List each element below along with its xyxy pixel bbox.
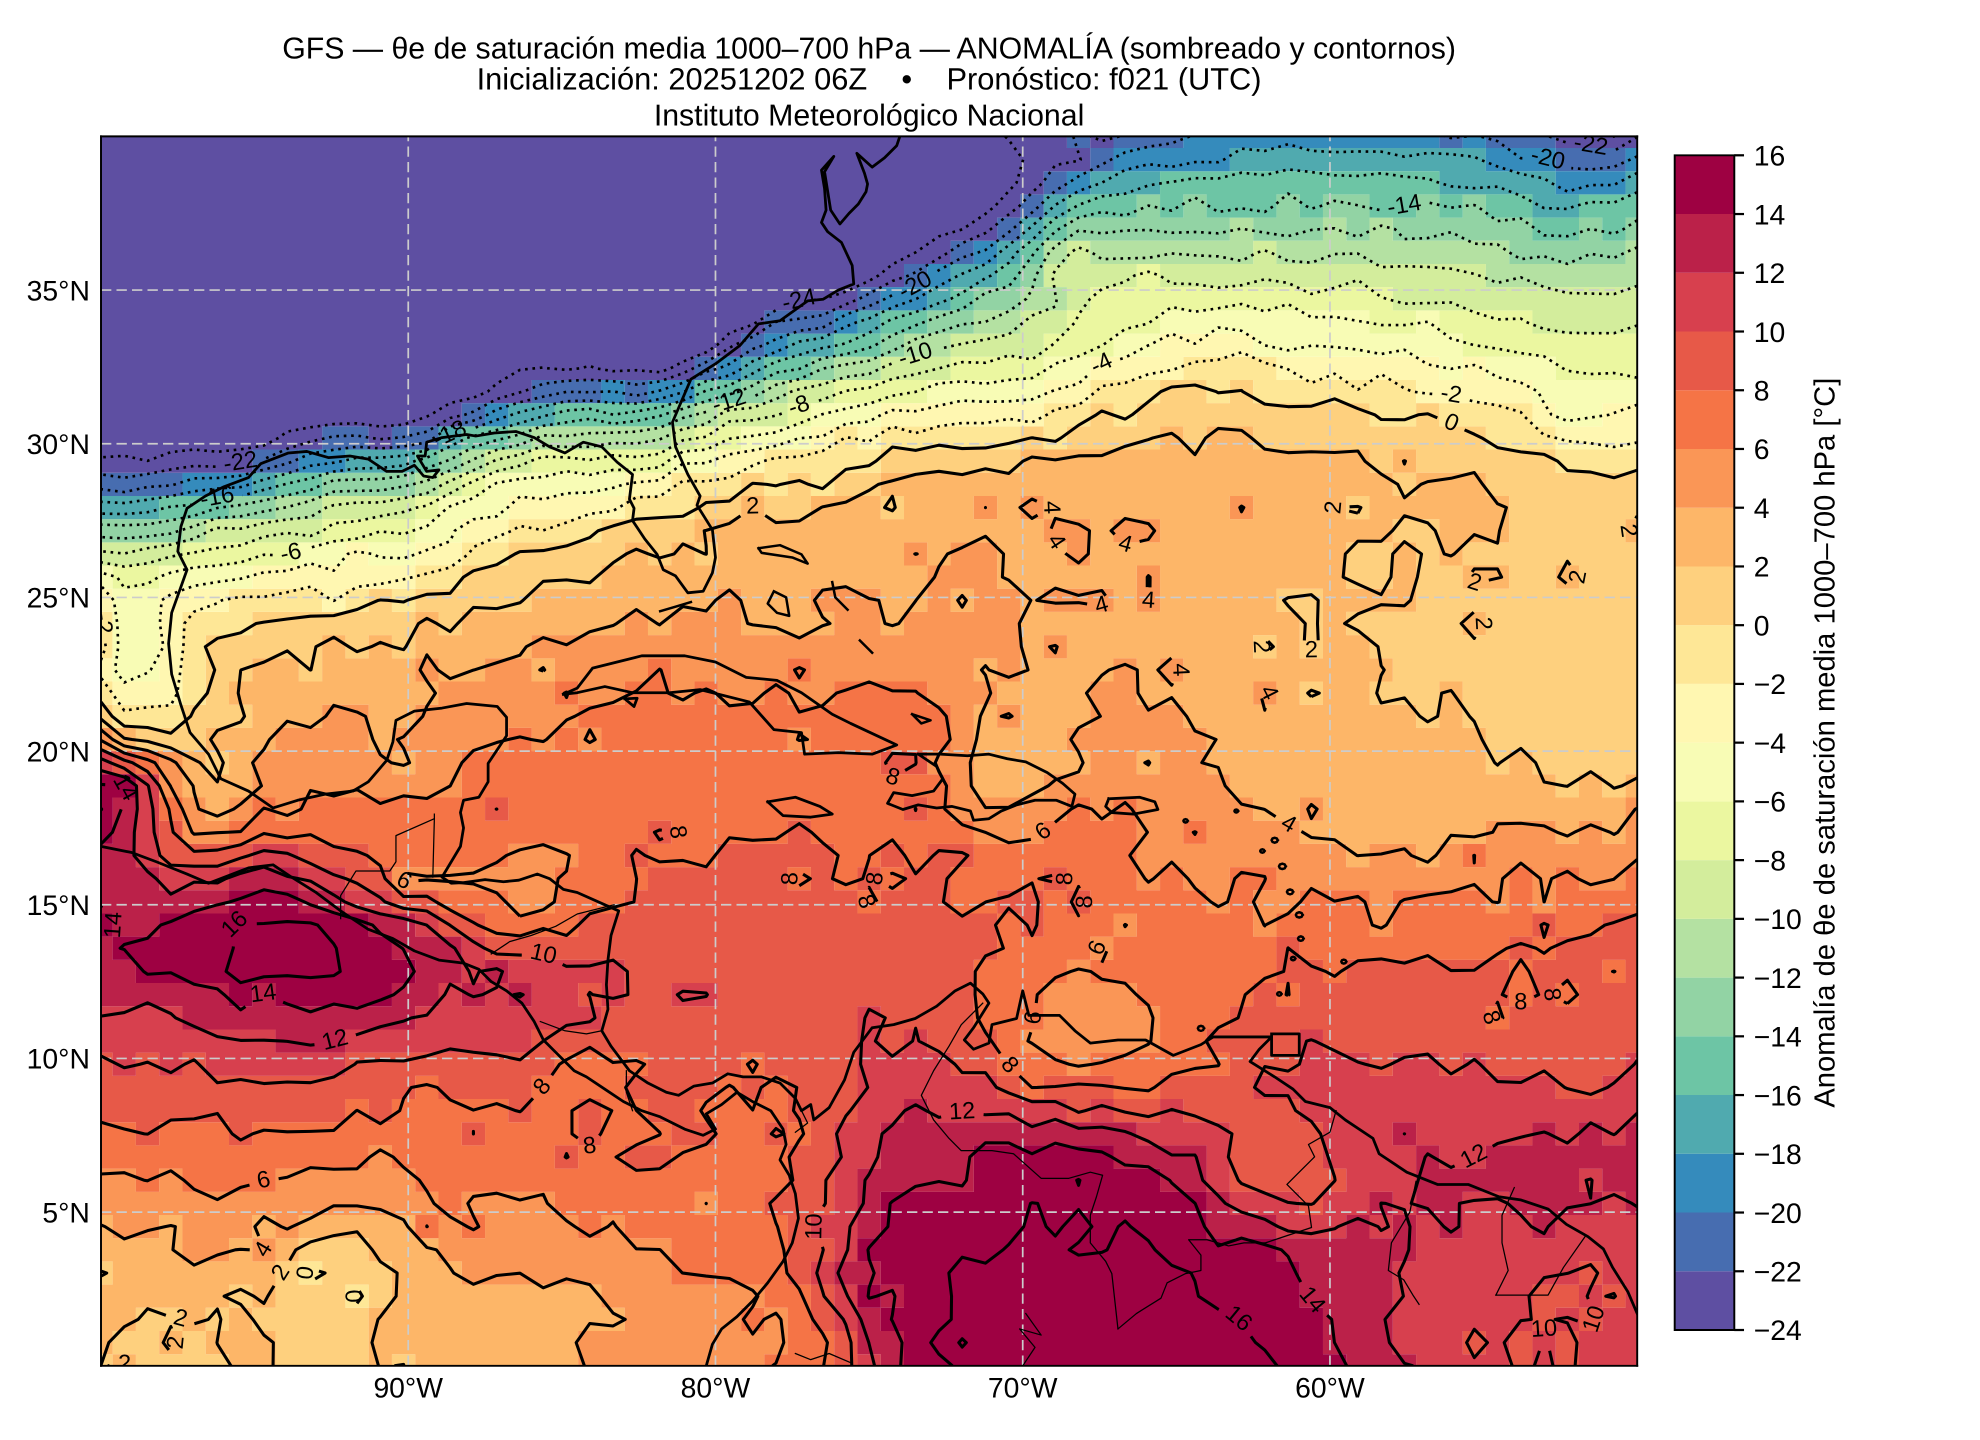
svg-text:2: 2 [1470, 616, 1498, 631]
svg-text:10: 10 [1754, 320, 1786, 351]
svg-text:Instituto Meteorológico Nacion: Instituto Meteorológico Nacional [654, 101, 1085, 134]
svg-text:2: 2 [1615, 522, 1644, 540]
svg-text:Anomalía de θe de saturación m: Anomalía de θe de saturación media 1000–… [1809, 377, 1842, 1107]
svg-text:8: 8 [664, 824, 693, 842]
svg-text:2: 2 [1248, 639, 1276, 654]
svg-text:2: 2 [160, 1334, 189, 1351]
svg-text:6: 6 [254, 1164, 273, 1194]
svg-text:25°N: 25°N [27, 585, 90, 616]
svg-text:Inicialización: 20251202 06Z: Inicialización: 20251202 06Z • Pronóstic… [477, 65, 1262, 98]
svg-text:4: 4 [1141, 585, 1157, 614]
svg-text:35°N: 35°N [27, 278, 90, 309]
svg-text:4: 4 [1167, 663, 1195, 678]
svg-text:−6: −6 [1754, 789, 1787, 820]
svg-text:16: 16 [1754, 143, 1786, 174]
svg-text:−24: −24 [1754, 1318, 1803, 1349]
svg-text:90°W: 90°W [373, 1375, 444, 1406]
svg-text:5°N: 5°N [42, 1200, 90, 1231]
svg-text:12: 12 [1754, 261, 1786, 292]
svg-text:0: 0 [340, 1289, 368, 1304]
svg-text:20°N: 20°N [27, 739, 90, 770]
svg-text:-2: -2 [89, 611, 119, 636]
svg-text:60°W: 60°W [1295, 1375, 1366, 1406]
svg-text:80°W: 80°W [681, 1375, 752, 1406]
svg-text:−16: −16 [1754, 1083, 1803, 1114]
svg-text:GFS — θe de saturación media 1: GFS — θe de saturación media 1000–700 hP… [282, 31, 1456, 67]
svg-text:-22: -22 [221, 444, 260, 477]
svg-text:-14: -14 [1385, 188, 1424, 221]
svg-text:8: 8 [1514, 987, 1528, 1015]
svg-text:8: 8 [581, 1130, 598, 1159]
svg-text:15°N: 15°N [27, 893, 90, 924]
svg-text:0: 0 [290, 1263, 320, 1281]
svg-text:14: 14 [98, 910, 127, 939]
svg-text:10: 10 [1530, 1313, 1559, 1343]
svg-text:2: 2 [1305, 635, 1319, 663]
svg-text:8: 8 [1754, 378, 1771, 409]
svg-text:8: 8 [775, 871, 803, 885]
svg-text:−8: −8 [1754, 848, 1787, 879]
svg-text:2: 2 [1562, 567, 1592, 586]
svg-text:6: 6 [1017, 1008, 1047, 1026]
svg-text:8: 8 [1070, 894, 1098, 908]
svg-text:14: 14 [1754, 202, 1786, 233]
svg-text:10: 10 [799, 1212, 827, 1239]
svg-text:2: 2 [1754, 554, 1771, 585]
svg-text:14: 14 [248, 977, 278, 1008]
svg-text:4: 4 [1754, 496, 1771, 527]
svg-text:12: 12 [948, 1096, 976, 1125]
svg-text:8: 8 [1050, 871, 1078, 885]
svg-text:-16: -16 [198, 479, 237, 513]
svg-text:−4: −4 [1754, 731, 1787, 762]
svg-text:−20: −20 [1754, 1201, 1803, 1232]
svg-text:4: 4 [1038, 500, 1066, 515]
svg-text:−12: −12 [1754, 966, 1803, 997]
svg-text:6: 6 [1754, 437, 1771, 468]
svg-text:30°N: 30°N [27, 432, 90, 463]
svg-text:2: 2 [1318, 499, 1347, 515]
svg-text:70°W: 70°W [988, 1375, 1059, 1406]
svg-text:−22: −22 [1754, 1259, 1803, 1290]
svg-text:0: 0 [1754, 613, 1771, 644]
svg-text:2: 2 [746, 491, 760, 519]
svg-text:−10: −10 [1754, 907, 1803, 938]
svg-text:−2: −2 [1754, 672, 1787, 703]
svg-text:−14: −14 [1754, 1024, 1803, 1055]
svg-text:8: 8 [1538, 986, 1567, 1003]
svg-text:8: 8 [860, 870, 889, 887]
svg-text:10°N: 10°N [27, 1046, 90, 1077]
svg-text:−18: −18 [1754, 1142, 1803, 1173]
svg-text:2: 2 [117, 1348, 132, 1376]
